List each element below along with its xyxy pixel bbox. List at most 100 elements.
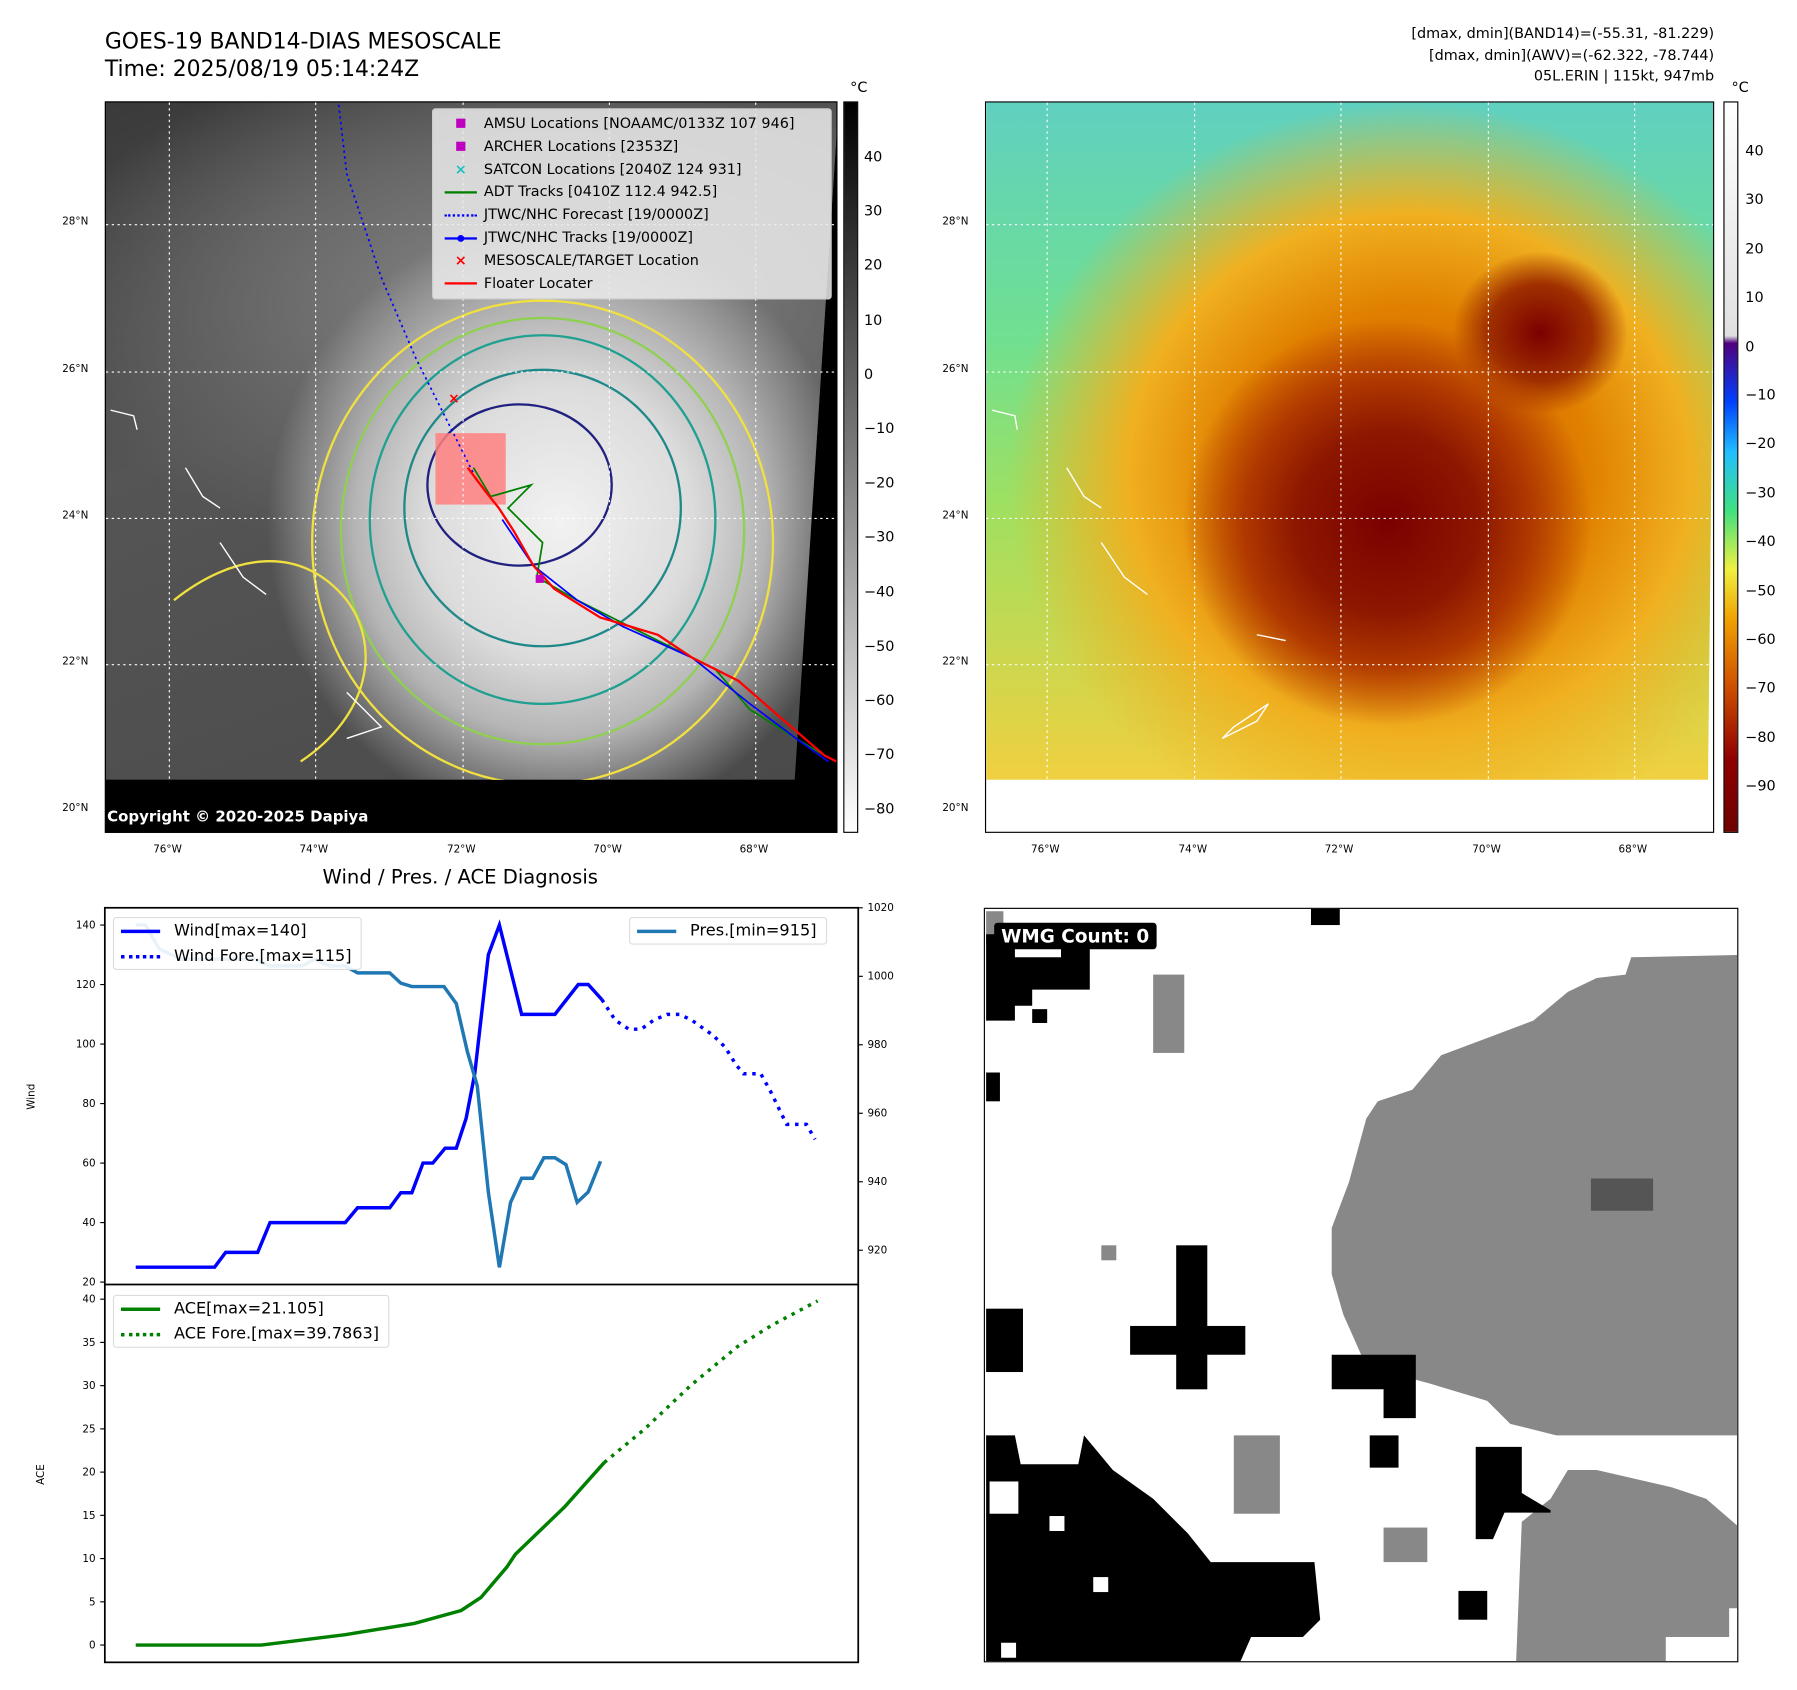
- y-tick-label: 1000: [867, 971, 893, 983]
- archer-marker: [535, 574, 544, 583]
- y-tick-label: 940: [867, 1176, 887, 1188]
- ace-axis-label: ACE: [35, 1464, 47, 1485]
- title-product: GOES-19 BAND14-DIAS MESOSCALE: [104, 28, 502, 55]
- left-colorbar-tick: 20: [863, 256, 883, 274]
- storm-info: 05L.ERIN | 115kt, 947mb: [1533, 66, 1715, 85]
- y-tick-label: 15: [82, 1510, 95, 1522]
- pressure-legend: Pres.[min=915]: [628, 916, 827, 945]
- right-colorbar-tick: −30: [1745, 483, 1776, 501]
- right-colorbar-tick: −20: [1745, 434, 1776, 453]
- copyright-text: Copyright © 2020-2025 Dapiya: [107, 808, 369, 826]
- legend-label: Floater Locater: [483, 273, 593, 291]
- legend-label: ADT Tracks [0410Z 112.4 942.5]: [483, 182, 718, 200]
- legend-label: SATCON Locations [2040Z 124 931]: [483, 159, 742, 177]
- y-tick-label: 920: [867, 1245, 887, 1257]
- y-tick-label: 80: [82, 1098, 95, 1110]
- lat-label: 20°N: [942, 802, 969, 815]
- legend-label: JTWC/NHC Tracks [19/0000Z]: [483, 228, 693, 246]
- legend-label: JTWC/NHC Forecast [19/0000Z]: [483, 205, 709, 223]
- left-colorbar-tick: 10: [863, 310, 883, 328]
- lat-label: 26°N: [942, 364, 969, 376]
- right-colorbar: [1723, 101, 1739, 833]
- left-colorbar-unit: °C: [850, 78, 868, 96]
- diagnosis-chart: 20 40 60 80 100 120 140 920 940 960 980 1000 1020 0 5 1…: [26, 902, 894, 1664]
- legend-wind: Wind[max=140]: [173, 921, 307, 941]
- legend-line-icon: [444, 271, 477, 294]
- ir-map-color: [984, 101, 1715, 833]
- lat-label: 28°N: [62, 216, 89, 229]
- lat-label: 24°N: [942, 510, 969, 522]
- right-colorbar-tick: −40: [1745, 532, 1776, 550]
- y-tick-label: 0: [89, 1639, 96, 1651]
- y-tick-label: 60: [82, 1158, 95, 1170]
- legend-pressure: Pres.[min=915]: [690, 921, 817, 941]
- y-tick-label: 5: [89, 1596, 96, 1608]
- pressure-line: [135, 923, 603, 1268]
- lat-label: 24°N: [62, 510, 89, 522]
- lat-label: 20°N: [62, 802, 89, 815]
- left-colorbar-tick: −20: [863, 473, 895, 491]
- legend-line-dot-icon: [444, 226, 477, 249]
- stats-band14: [dmax, dmin](BAND14)=(-55.31, -81.229): [1411, 24, 1715, 42]
- y-tick-label: 20: [82, 1277, 95, 1289]
- legend-wind-forecast: Wind Fore.[max=115]: [173, 946, 352, 966]
- legend-label: AMSU Locations [NOAAMC/0133Z 107 946]: [483, 114, 795, 132]
- y-tick-label: 980: [867, 1039, 887, 1051]
- right-colorbar-tick: 40: [1745, 141, 1764, 159]
- right-colorbar-tick: 10: [1745, 288, 1764, 306]
- y-tick-label: 960: [867, 1108, 887, 1120]
- wind-line: [135, 919, 604, 1269]
- legend-x-icon: ×: [454, 159, 467, 177]
- lat-label: 22°N: [62, 656, 89, 669]
- left-colorbar-tick: 30: [863, 201, 883, 220]
- map-legend: AMSU Locations [NOAAMC/0133Z 107 946] ARC…: [431, 108, 832, 300]
- y-tick-label: 25: [82, 1423, 95, 1435]
- lat-label: 28°N: [942, 216, 969, 229]
- legend-line-icon: [444, 180, 477, 203]
- lon-label: 70°W: [593, 844, 622, 856]
- diagnosis-title: Wind / Pres. / ACE Diagnosis: [322, 866, 598, 890]
- left-colorbar-tick: −80: [863, 799, 895, 818]
- lon-label: 74°W: [1178, 844, 1208, 856]
- left-colorbar: [843, 101, 859, 833]
- y-tick-label: 140: [76, 919, 96, 931]
- legend-ace-forecast: ACE Fore.[max=39.7863]: [173, 1324, 380, 1344]
- right-colorbar-tick: 20: [1745, 239, 1764, 257]
- y-tick-label: 40: [82, 1217, 95, 1229]
- y-tick-label: 100: [76, 1039, 96, 1051]
- stats-text: [dmax, dmin](BAND14)=(-55.31, -81.229) […: [1411, 23, 1714, 87]
- lon-label: 76°W: [153, 844, 182, 856]
- right-colorbar-tick: −10: [1745, 385, 1776, 404]
- y-tick-label: 120: [76, 979, 96, 991]
- right-colorbar-tick: −50: [1745, 581, 1776, 599]
- mesoscale-target-marker: ×: [448, 391, 460, 407]
- right-colorbar-tick: −60: [1745, 630, 1776, 648]
- ace-forecast-line: [603, 1299, 819, 1464]
- y-tick-label: 10: [82, 1553, 95, 1565]
- lon-label: 70°W: [1472, 844, 1501, 856]
- title-time: Time: 2025/08/19 05:14:24Z: [104, 56, 420, 82]
- jtwc-forecast-track: [337, 104, 475, 474]
- wind-legend: Wind[max=140] Wind Fore.[max=115]: [112, 916, 362, 970]
- right-colorbar-unit: °C: [1731, 78, 1749, 96]
- right-colorbar-tick: −80: [1745, 727, 1776, 746]
- floater-track: [466, 467, 837, 763]
- left-colorbar-tick: −60: [863, 691, 895, 709]
- right-colorbar-tick: 0: [1745, 337, 1755, 355]
- y-tick-label: 35: [82, 1337, 95, 1349]
- figure-title: GOES-19 BAND14-DIAS MESOSCALE Time: 2025…: [105, 28, 502, 83]
- left-colorbar-tick: 0: [863, 364, 874, 383]
- lat-label: 22°N: [942, 656, 969, 669]
- lon-label: 76°W: [1031, 844, 1060, 856]
- wmg-panel: WMG Count: 0: [983, 907, 1739, 1663]
- left-colorbar-tick: −10: [863, 419, 895, 437]
- legend-square-icon: [445, 135, 477, 158]
- left-colorbar-tick: 40: [863, 147, 883, 165]
- legend-label: MESOSCALE/TARGET Location: [483, 250, 699, 269]
- y-tick-label: 1020: [867, 902, 893, 914]
- left-colorbar-tick: −50: [863, 636, 895, 655]
- left-colorbar-tick: −70: [863, 745, 895, 763]
- left-colorbar-tick: −40: [863, 582, 895, 600]
- y-tick-label: 40: [82, 1294, 95, 1306]
